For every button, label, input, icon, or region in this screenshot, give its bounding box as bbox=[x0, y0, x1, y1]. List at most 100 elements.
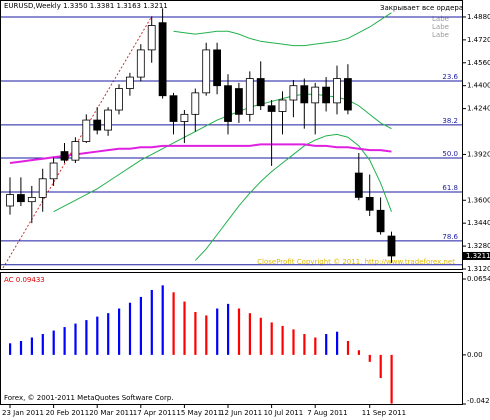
bar bbox=[194, 311, 197, 355]
bar bbox=[346, 340, 350, 355]
x-tick-label: 20 Feb 2011 bbox=[46, 409, 90, 417]
candle-body bbox=[343, 78, 352, 111]
bar bbox=[128, 302, 132, 355]
bar bbox=[270, 322, 273, 355]
annotation: Labe bbox=[432, 23, 449, 31]
candle-body bbox=[322, 86, 331, 104]
bar bbox=[107, 313, 110, 355]
bar bbox=[9, 343, 12, 355]
y-tick-label: 1.4400 bbox=[467, 82, 490, 90]
bar bbox=[85, 320, 88, 355]
candle-body bbox=[115, 88, 123, 111]
candle-body bbox=[267, 105, 276, 112]
y-tick-label: -0.04237 bbox=[467, 397, 490, 405]
candle-body bbox=[311, 86, 320, 104]
candle-body bbox=[191, 92, 200, 115]
y-tick-label: 1.4720 bbox=[467, 36, 490, 44]
annotation: Labe bbox=[432, 15, 449, 23]
x-tick-label: 17 Apr 2011 bbox=[133, 409, 176, 417]
bar bbox=[237, 308, 241, 355]
last-price-box bbox=[463, 251, 490, 260]
candle-body bbox=[224, 85, 232, 122]
bar bbox=[216, 308, 219, 355]
candle-body bbox=[126, 76, 134, 89]
bar bbox=[74, 323, 77, 355]
indicator-title: AC 0.09433 bbox=[4, 276, 45, 284]
candle-body bbox=[136, 49, 145, 78]
candle-body bbox=[180, 113, 189, 122]
candle-body bbox=[202, 49, 211, 94]
fib-label: 61.8 bbox=[442, 184, 458, 192]
candle-body bbox=[256, 78, 265, 107]
bar bbox=[161, 285, 164, 355]
y-tick-label: 0.06546 bbox=[467, 275, 490, 283]
fib-label: 23.6 bbox=[442, 73, 458, 81]
y-tick-label: 1.4240 bbox=[467, 105, 490, 113]
indicator-frame bbox=[0, 272, 463, 405]
candle-body bbox=[376, 209, 385, 233]
candle-body bbox=[278, 99, 287, 112]
bar bbox=[150, 289, 153, 355]
bar bbox=[205, 315, 208, 355]
x-tick-label: 7 Aug 2011 bbox=[307, 409, 347, 417]
x-tick-label: 20 Mar 2011 bbox=[89, 409, 133, 417]
x-tick-label: 15 May 2011 bbox=[176, 409, 222, 417]
x-tick-label: 23 Jan 2011 bbox=[2, 409, 44, 417]
candle-body bbox=[60, 151, 69, 161]
bar bbox=[336, 331, 339, 355]
candle-body bbox=[365, 196, 374, 211]
bar bbox=[41, 334, 44, 355]
bar bbox=[379, 354, 382, 379]
fib-label: 38.2 bbox=[442, 117, 458, 125]
bar bbox=[390, 354, 393, 404]
bar bbox=[314, 337, 317, 355]
candle-body bbox=[38, 178, 47, 198]
y-tick-label: 1.3600 bbox=[467, 196, 490, 204]
candle-body bbox=[71, 141, 80, 161]
bar bbox=[368, 354, 371, 362]
candle-body bbox=[300, 85, 309, 104]
y-tick-label: 1.3280 bbox=[467, 242, 490, 250]
y-tick-label: 1.3920 bbox=[467, 150, 490, 158]
candle-body bbox=[147, 25, 156, 51]
bar bbox=[292, 329, 295, 355]
candle-body bbox=[169, 95, 178, 122]
chart-title: EURUSD,Weekly 1.3350 1.3381 1.3163 1.321… bbox=[4, 2, 168, 10]
y-tick-label: 0.00 bbox=[467, 351, 483, 359]
candle-body bbox=[49, 162, 58, 180]
candle-body bbox=[104, 109, 112, 131]
bar bbox=[172, 292, 175, 355]
trend-line bbox=[2, 15, 153, 269]
bar bbox=[139, 296, 142, 355]
y-tick-label: 1.3440 bbox=[467, 219, 490, 227]
candle-body bbox=[234, 88, 243, 115]
bar bbox=[63, 327, 66, 355]
bar bbox=[118, 308, 121, 355]
candle-body bbox=[6, 194, 14, 207]
last-price-label: 1.3211 bbox=[466, 252, 490, 260]
bar bbox=[52, 330, 55, 355]
candle-body bbox=[354, 172, 363, 198]
x-tick-label: 10 Jul 2011 bbox=[264, 409, 304, 417]
indicator-line bbox=[194, 133, 392, 261]
main-frame bbox=[0, 0, 463, 270]
bar bbox=[259, 317, 262, 355]
indicator-line bbox=[173, 12, 392, 47]
bar bbox=[303, 334, 306, 355]
candle-body bbox=[333, 78, 341, 104]
candle-body bbox=[213, 49, 222, 87]
bar bbox=[227, 303, 230, 355]
bar bbox=[19, 340, 23, 355]
candle-body bbox=[27, 196, 36, 203]
candle-body bbox=[289, 85, 298, 101]
x-tick-label: 12 Jun 2011 bbox=[220, 409, 262, 417]
bar bbox=[357, 350, 360, 355]
bar bbox=[30, 337, 33, 355]
copyright: CloseProfit Copyright © 2011, http://www… bbox=[257, 258, 455, 266]
footer: Forex, © 2001-2011 MetaQuotes Software C… bbox=[4, 394, 174, 402]
candle-body bbox=[158, 22, 167, 97]
candle-body bbox=[245, 78, 254, 115]
x-tick-label: 11 Sep 2011 bbox=[362, 409, 406, 417]
